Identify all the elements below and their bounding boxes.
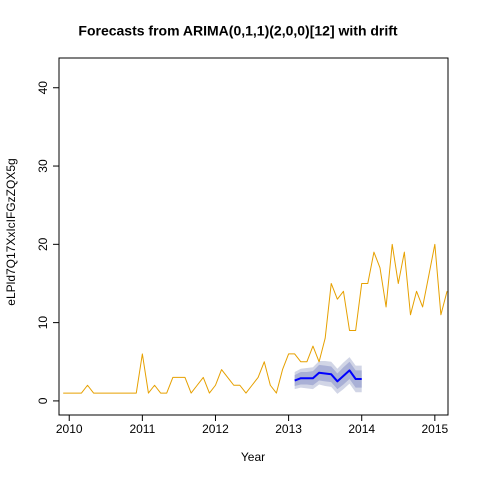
y-axis-label: eLPld7Q17XxIcIFGzZQX5g xyxy=(4,158,18,305)
x-axis-label: Year xyxy=(241,450,265,464)
x-tick-label: 2013 xyxy=(275,422,302,436)
series-line xyxy=(294,369,362,383)
y-tick-label: 10 xyxy=(36,316,50,330)
y-tick-label: 30 xyxy=(36,159,50,173)
y-tick-label: 20 xyxy=(36,237,50,251)
x-tick-label: 2011 xyxy=(129,422,155,436)
x-tick-label: 2014 xyxy=(348,422,375,436)
y-tick-label: 40 xyxy=(36,81,50,95)
series-line xyxy=(63,243,448,394)
prediction-interval xyxy=(294,361,362,390)
x-tick-label: 2015 xyxy=(421,422,448,436)
chart-title: Forecasts from ARIMA(0,1,1)(2,0,0)[12] w… xyxy=(78,23,398,39)
x-tick-label: 2010 xyxy=(56,422,83,436)
y-tick-label: 0 xyxy=(36,397,50,404)
x-tick-label: 2012 xyxy=(202,422,229,436)
plot-frame xyxy=(58,57,449,416)
